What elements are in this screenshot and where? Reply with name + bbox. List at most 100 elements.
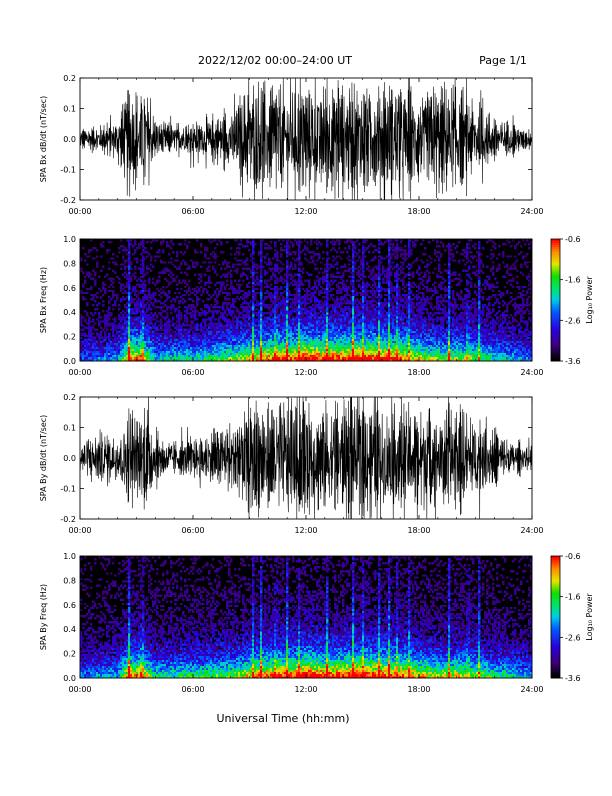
spectrogram-cell bbox=[326, 241, 328, 243]
spectrogram-cell bbox=[162, 333, 164, 335]
spectrogram-cell bbox=[150, 349, 152, 351]
spectrogram-cell bbox=[332, 335, 334, 337]
spectrogram-cell bbox=[122, 353, 124, 355]
spectrogram-cell bbox=[180, 343, 182, 345]
spectrogram-cell bbox=[238, 280, 240, 282]
spectrogram-cell bbox=[222, 343, 224, 345]
spectrogram-cell bbox=[358, 312, 360, 314]
spectrogram-cell bbox=[324, 292, 326, 294]
spectrogram-cell bbox=[102, 320, 104, 322]
spectrogram-cell bbox=[210, 282, 212, 284]
spectrogram-cell bbox=[128, 300, 130, 302]
spectrogram-cell bbox=[182, 355, 184, 357]
spectrogram-cell bbox=[302, 288, 304, 290]
spectrogram-cell bbox=[344, 341, 346, 343]
spectrogram-cell bbox=[316, 345, 318, 347]
spectrogram-cell bbox=[216, 300, 218, 302]
spectrogram-cell bbox=[152, 355, 154, 357]
spectrogram-cell bbox=[126, 278, 128, 280]
spectrogram-cell bbox=[94, 312, 96, 314]
spectrogram-cell bbox=[180, 324, 182, 326]
spectrogram-cell bbox=[246, 322, 248, 324]
spectrogram-cell bbox=[262, 326, 264, 328]
spectrogram-cell bbox=[310, 345, 312, 347]
spectrogram-cell bbox=[112, 328, 114, 330]
spectrogram-cell bbox=[332, 247, 334, 249]
spectrogram-cell bbox=[96, 328, 98, 330]
spectrogram-cell bbox=[342, 355, 344, 357]
spectrogram-cell bbox=[118, 347, 120, 349]
spectrogram-cell bbox=[286, 337, 288, 339]
spectrogram-cell bbox=[146, 351, 148, 353]
spectrogram-cell bbox=[294, 253, 296, 255]
spectrogram-cell bbox=[260, 245, 262, 247]
spectrogram-cell bbox=[210, 347, 212, 349]
spectrogram-cell bbox=[94, 347, 96, 349]
spectrogram-cell bbox=[122, 288, 124, 290]
spectrogram-cell bbox=[288, 316, 290, 318]
spectrogram-cell bbox=[260, 243, 262, 245]
spectrogram-cell bbox=[104, 314, 106, 316]
spectrogram-cell bbox=[214, 351, 216, 353]
spectrogram-cell bbox=[186, 310, 188, 312]
spectrogram-cell bbox=[104, 322, 106, 324]
spectrogram-cell bbox=[200, 294, 202, 296]
spectrogram-cell bbox=[168, 284, 170, 286]
spectrogram-cell bbox=[202, 351, 204, 353]
spectrogram-cell bbox=[198, 278, 200, 280]
spectrogram-cell bbox=[292, 339, 294, 341]
spectrogram-cell bbox=[342, 274, 344, 276]
spectrogram-cell bbox=[128, 306, 130, 308]
spectrogram-cell bbox=[346, 339, 348, 341]
spectrogram-cell bbox=[330, 312, 332, 314]
spectrogram-cell bbox=[262, 355, 264, 357]
spectrogram-cell bbox=[232, 353, 234, 355]
spectrogram-cell bbox=[130, 263, 132, 265]
spectrogram-cell bbox=[108, 355, 110, 357]
spectrogram-cell bbox=[200, 276, 202, 278]
spectrogram-cell bbox=[352, 341, 354, 343]
spectrogram-cell bbox=[176, 255, 178, 257]
spectrogram-cell bbox=[204, 320, 206, 322]
spectrogram-cell bbox=[198, 345, 200, 347]
spectrogram-cell bbox=[84, 349, 86, 351]
spectrogram-cell bbox=[112, 322, 114, 324]
spectrogram-cell bbox=[308, 312, 310, 314]
spectrogram-cell bbox=[316, 331, 318, 333]
spectrogram-cell bbox=[210, 333, 212, 335]
spectrogram-cell bbox=[98, 355, 100, 357]
spectrogram-cell bbox=[158, 320, 160, 322]
spectrogram-cell bbox=[148, 326, 150, 328]
spectrogram-cell bbox=[300, 296, 302, 298]
spectrogram-cell bbox=[322, 322, 324, 324]
spectrogram-cell bbox=[346, 347, 348, 349]
spectrogram-cell bbox=[282, 306, 284, 308]
spectrogram-cell bbox=[292, 333, 294, 335]
spectrogram-cell bbox=[300, 276, 302, 278]
spectrogram-cell bbox=[282, 318, 284, 320]
spectrogram-cell bbox=[166, 331, 168, 333]
spectrogram-cell bbox=[168, 351, 170, 353]
spectrogram-cell bbox=[106, 274, 108, 276]
spectrogram-cell bbox=[260, 347, 262, 349]
spectrogram-cell bbox=[138, 243, 140, 245]
spectrogram-cell bbox=[256, 308, 258, 310]
spectrogram-cell bbox=[200, 355, 202, 357]
spectrogram-cell bbox=[334, 355, 336, 357]
spectrogram-cell bbox=[188, 265, 190, 267]
spectrogram-cell bbox=[356, 298, 358, 300]
spectrogram-cell bbox=[300, 357, 302, 359]
spectrogram-cell bbox=[242, 343, 244, 345]
spectrogram-cell bbox=[280, 280, 282, 282]
spectrogram-cell bbox=[104, 292, 106, 294]
spectrogram-cell bbox=[348, 328, 350, 330]
spectrogram-cell bbox=[156, 316, 158, 318]
spectrogram-cell bbox=[164, 316, 166, 318]
spectrogram-cell bbox=[350, 282, 352, 284]
spectrogram-cell bbox=[266, 322, 268, 324]
spectrogram-cell bbox=[236, 345, 238, 347]
spectrogram-cell bbox=[244, 296, 246, 298]
spectrogram-cell bbox=[332, 243, 334, 245]
spectrogram-cell bbox=[126, 339, 128, 341]
spectrogram-cell bbox=[314, 353, 316, 355]
